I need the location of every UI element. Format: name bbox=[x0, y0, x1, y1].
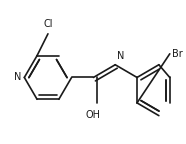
Text: Cl: Cl bbox=[43, 19, 53, 29]
Text: N: N bbox=[14, 72, 22, 83]
Text: OH: OH bbox=[86, 110, 101, 120]
Text: N: N bbox=[117, 51, 124, 61]
Text: Br: Br bbox=[172, 49, 183, 59]
